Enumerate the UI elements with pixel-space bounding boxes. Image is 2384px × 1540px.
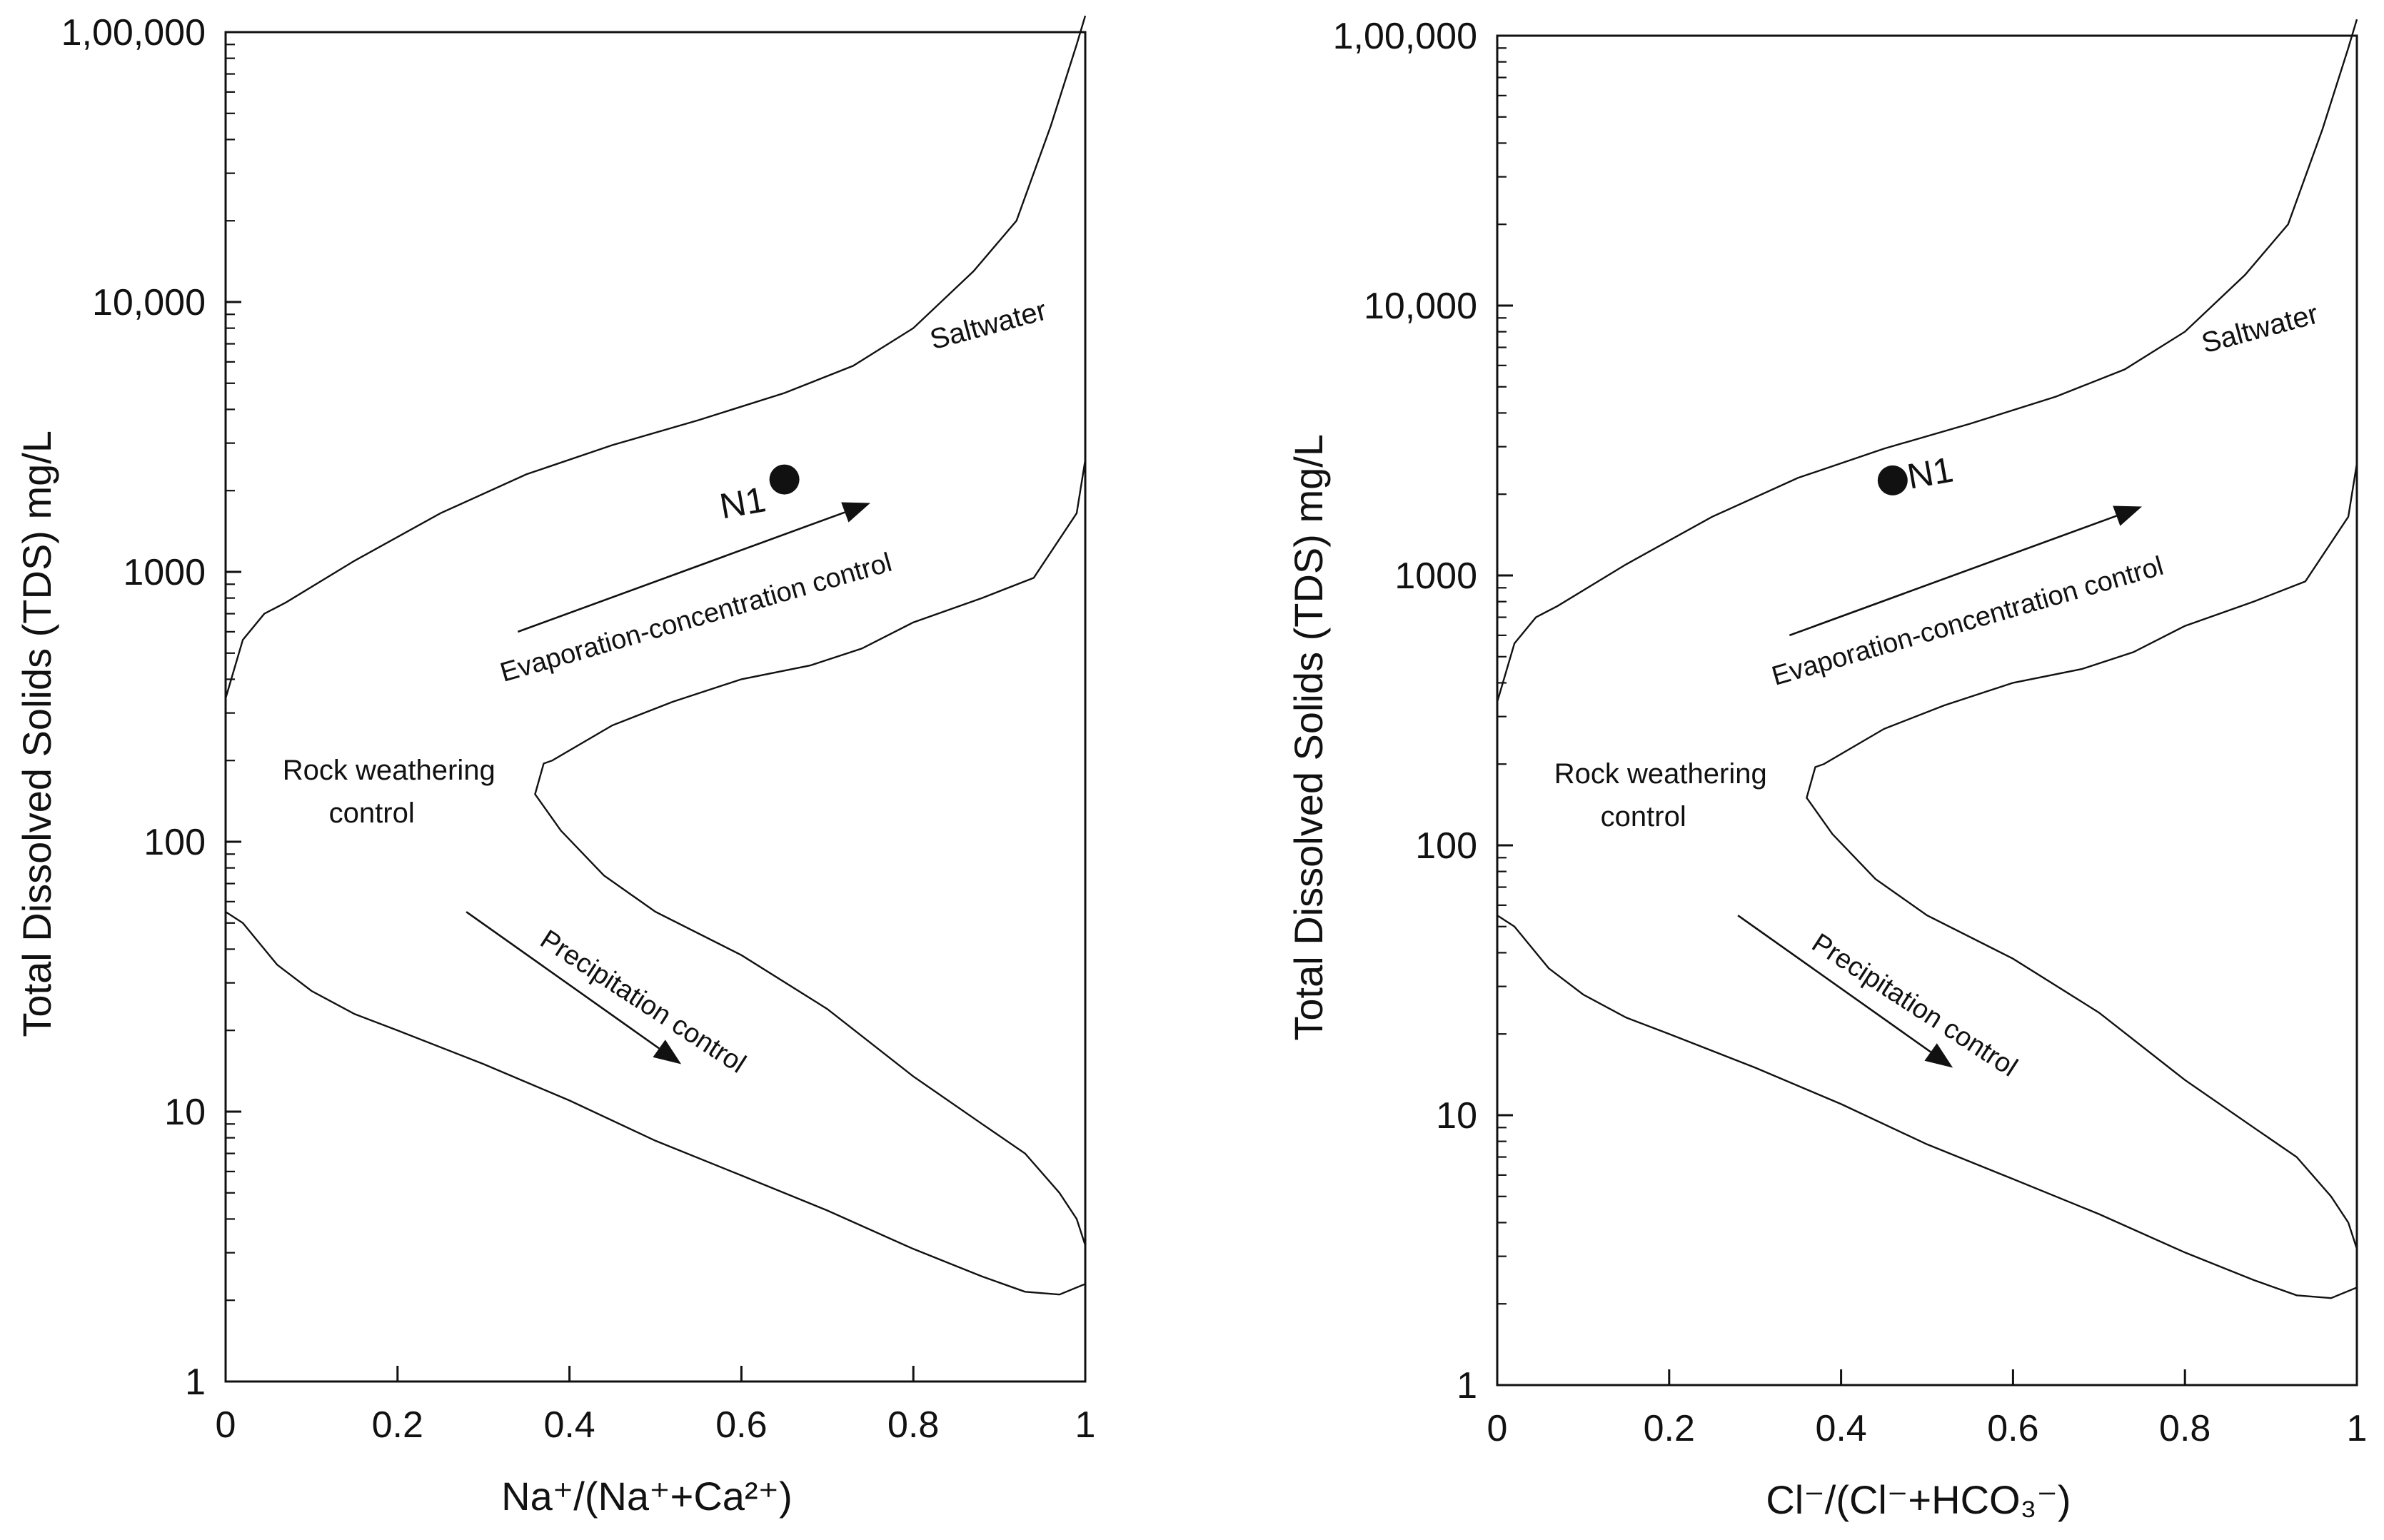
- x-tick-label: 0.2: [372, 1404, 423, 1446]
- y-tick-label: 10: [164, 1092, 206, 1133]
- y-tick-label: 1,00,000: [1333, 16, 1477, 57]
- axis-ticks-right: [1497, 34, 2186, 1386]
- envelope-outer-curve: [1496, 19, 2358, 703]
- x-tick-label: 0.6: [1987, 1408, 2038, 1449]
- y-tick-label: 10,000: [1364, 286, 1477, 327]
- x-tick-label: 0.8: [2159, 1408, 2211, 1449]
- evaporation-arrowhead-right: [2113, 505, 2142, 526]
- rock-weathering-label-right: Rock weathering: [1554, 758, 1767, 790]
- x-tick-labels-right: 0 0.2 0.4 0.6 0.8 1: [1487, 1408, 2368, 1449]
- rock-weathering-label2-right: control: [1601, 801, 1686, 832]
- data-point-label-left: N1: [717, 479, 769, 526]
- panel-right: 0 0.2 0.4 0.6 0.8 1 1 10 100 1000 10,000…: [1286, 16, 2367, 1522]
- x-tick-label: 0.4: [1815, 1408, 1866, 1449]
- precipitation-arrow-right: [1737, 915, 1931, 1053]
- evaporation-arrow-left: [517, 511, 845, 633]
- panel-left: 0 0.2 0.4 0.6 0.8 1 1 10 100 1000 10,000…: [14, 12, 1095, 1519]
- data-point-n1-left: [769, 464, 800, 495]
- x-tick-label: 1: [2347, 1408, 2368, 1449]
- y-tick-label: 100: [144, 822, 206, 863]
- y-tick-labels-left: 1 10 100 1000 10,000 1,00,000: [61, 12, 206, 1403]
- x-tick-label: 0: [1487, 1408, 1508, 1449]
- envelope-outer-curve: [224, 15, 1087, 699]
- y-tick-label: 10: [1436, 1095, 1477, 1137]
- axis-ticks-left: [226, 31, 915, 1383]
- rock-weathering-label2-left: control: [329, 797, 415, 829]
- y-axis-title-right: Total Dissolved Solids (TDS) mg/L: [1286, 434, 1331, 1041]
- saltwater-label-left: Saltwater: [927, 295, 1050, 356]
- x-axis-title-left: Na⁺/(Na⁺+Ca²⁺): [501, 1474, 793, 1519]
- envelope-left: [224, 15, 1087, 1296]
- envelope-lower-curve: [225, 911, 1087, 1296]
- data-point-label-right: N1: [1904, 449, 1956, 496]
- x-tick-label: 0.4: [543, 1404, 595, 1446]
- y-tick-label: 10,000: [92, 282, 206, 323]
- x-tick-labels-left: 0 0.2 0.4 0.6 0.8 1: [216, 1404, 1096, 1446]
- x-tick-label: 0.8: [887, 1404, 939, 1446]
- envelope-inner-curve: [1806, 463, 2358, 1249]
- y-tick-labels-right: 1 10 100 1000 10,000 1,00,000: [1333, 16, 1477, 1406]
- x-tick-label: 1: [1075, 1404, 1096, 1446]
- y-tick-label: 1000: [123, 552, 206, 593]
- y-tick-label: 1: [1457, 1365, 1477, 1406]
- y-axis-title-left: Total Dissolved Solids (TDS) mg/L: [14, 431, 59, 1037]
- precipitation-arrowhead-right: [1924, 1043, 1953, 1068]
- precipitation-arrow-left: [466, 911, 660, 1050]
- x-tick-label: 0: [216, 1404, 236, 1446]
- y-tick-label: 100: [1415, 825, 1477, 867]
- envelope-lower-curve: [1497, 915, 2358, 1299]
- x-tick-label: 0.2: [1644, 1408, 1695, 1449]
- evaporation-arrowhead-left: [841, 502, 870, 523]
- envelope-inner-curve: [534, 459, 1087, 1246]
- data-point-n1-right: [1877, 465, 1908, 495]
- saltwater-label-right: Saltwater: [2198, 298, 2321, 360]
- x-axis-title-right: Cl⁻/(Cl⁻+HCO₃⁻): [1766, 1477, 2071, 1522]
- y-tick-label: 1,00,000: [61, 12, 206, 54]
- y-tick-label: 1000: [1394, 555, 1477, 597]
- plot-frame-right: [1496, 34, 2358, 1386]
- x-tick-label: 0.6: [715, 1404, 767, 1446]
- precipitation-label-right: Precipitation control: [1806, 928, 2023, 1083]
- envelope-right: [1496, 19, 2358, 1299]
- rock-weathering-label-left: Rock weathering: [283, 755, 496, 786]
- precipitation-label-left: Precipitation control: [535, 925, 751, 1079]
- y-tick-label: 1: [185, 1362, 206, 1403]
- evaporation-arrow-right: [1789, 515, 2117, 637]
- precipitation-arrowhead-left: [653, 1040, 682, 1065]
- plot-frame-left: [224, 31, 1087, 1383]
